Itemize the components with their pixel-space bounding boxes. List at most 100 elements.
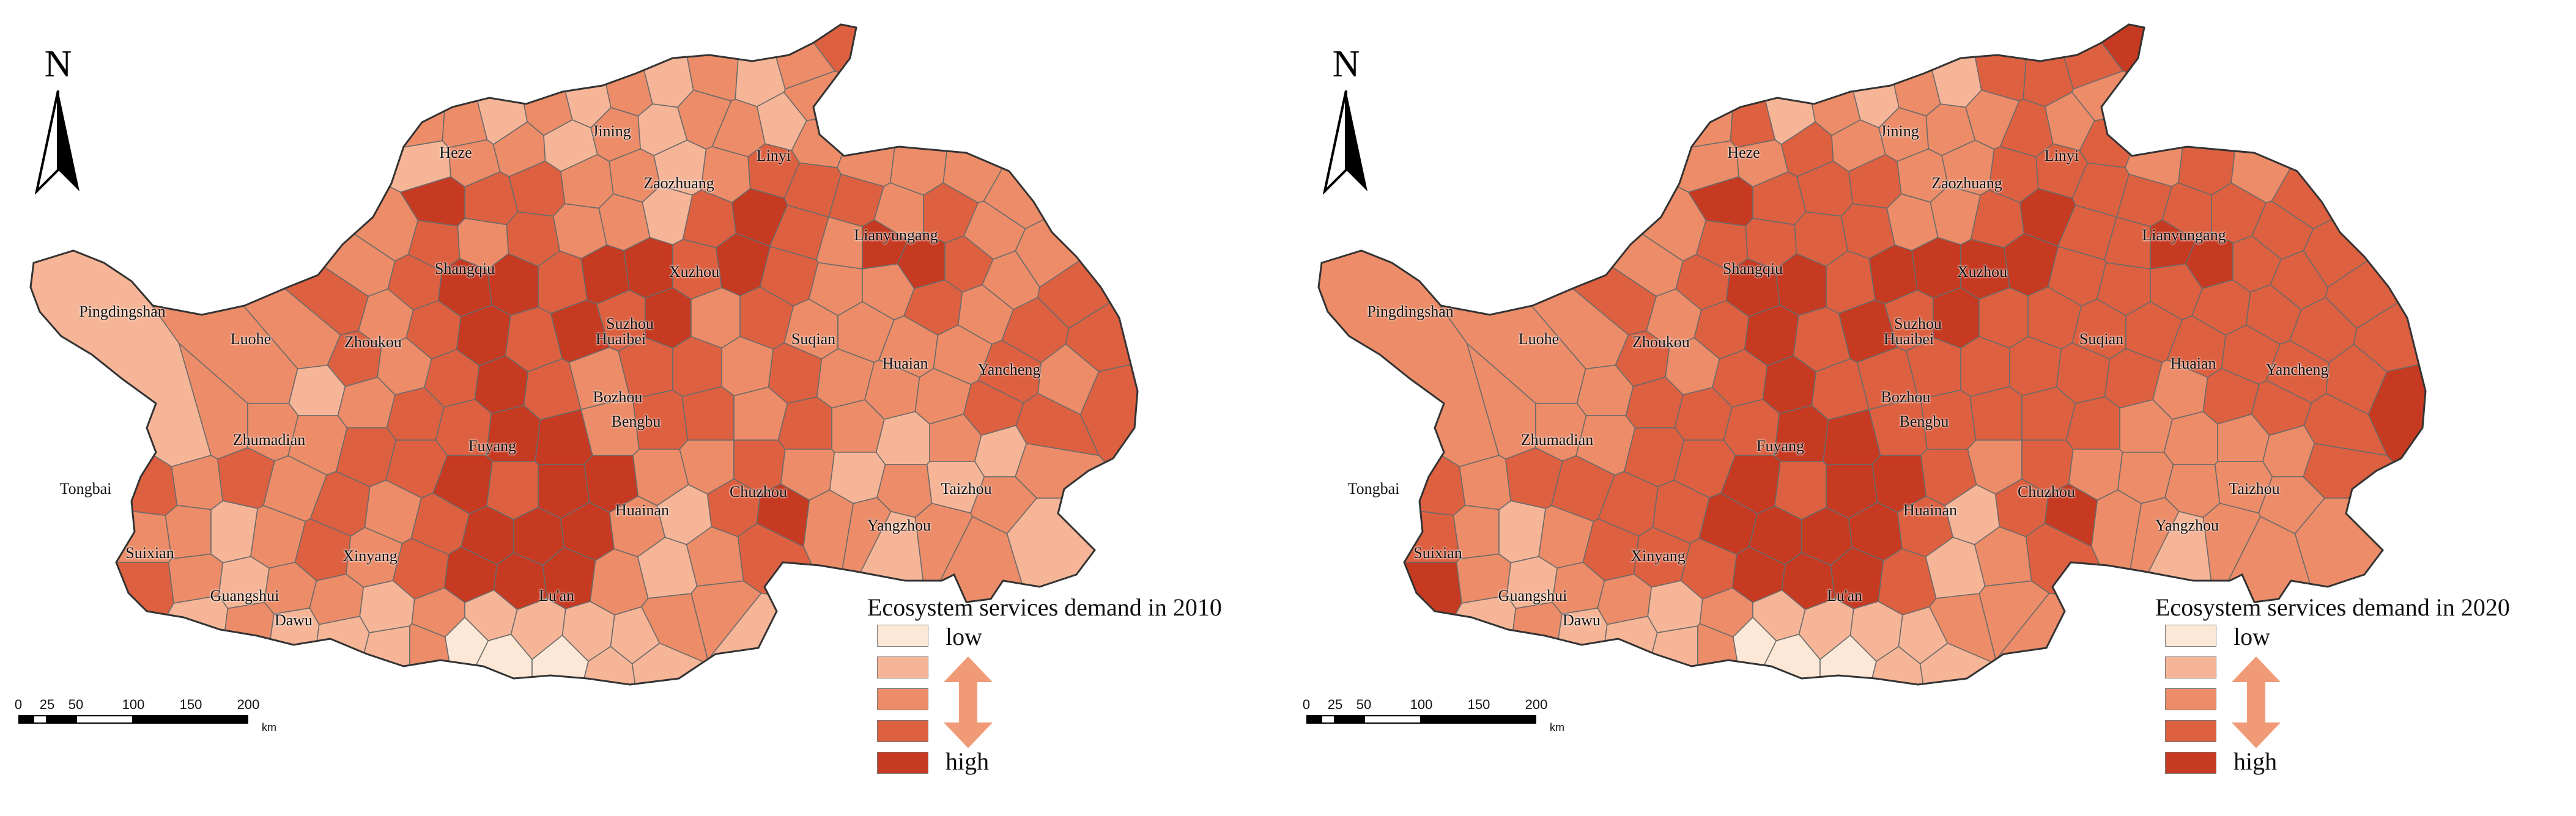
scale-tick-label: 0 (14, 697, 23, 712)
legend-2010: Ecosystem services demand in 2010 low hi… (867, 593, 1283, 807)
scale-tick-label: 200 (1525, 697, 1548, 712)
city-label: Fuyang (468, 437, 516, 455)
north-arrow: N (24, 43, 92, 196)
legend-swatch (2165, 625, 2216, 647)
city-label: Fuyang (1756, 437, 1804, 455)
city-label: Bozhou (1881, 388, 1931, 406)
city-label: Huaibei (1883, 330, 1934, 348)
city-label: Huaian (882, 355, 928, 372)
map-panel-2010: N Heze Jining Zaozhuang Linyi Lianyungang Xuz… (14, 23, 1283, 807)
county-region (1457, 111, 1707, 262)
county-region (31, 562, 174, 685)
scale-unit-label: km (1550, 721, 1564, 733)
scale-segment (1421, 715, 1536, 724)
city-label: Xuzhou (1956, 263, 2008, 281)
county-region (631, 642, 756, 685)
city-label: Suzhou (606, 315, 654, 333)
double-arrow-icon (944, 656, 993, 748)
county-region (1969, 386, 2023, 441)
city-label: Yancheng (977, 361, 1041, 378)
scale-tick-label: 25 (39, 697, 55, 712)
legend-swatch (2165, 720, 2216, 742)
scale-segment (33, 715, 47, 724)
city-label: Heze (439, 144, 472, 161)
scale-tick-label: 50 (68, 697, 84, 712)
city-label: Heze (1727, 144, 1760, 161)
city-label: Tongbai (59, 480, 112, 498)
county-region (2230, 24, 2388, 204)
north-label: N (44, 43, 72, 85)
scale-tick-label: 25 (1327, 697, 1343, 712)
county-region (2163, 411, 2218, 465)
north-label: N (1332, 43, 1360, 85)
county-region (549, 645, 655, 685)
city-label: Guangshui (210, 587, 279, 605)
choropleth-map-2010 (29, 23, 1139, 686)
scale-unit-label: km (262, 721, 276, 733)
city-label: Bozhou (593, 388, 643, 406)
county-region (2271, 24, 2426, 230)
scale-segment (18, 715, 33, 724)
study-area-boundary (29, 23, 1139, 686)
city-label: Zaozhuang (643, 174, 714, 192)
city-label: Lu'an (538, 587, 575, 605)
county-region (983, 24, 1138, 230)
city-label: Xinyang (342, 547, 398, 565)
city-label: Jining (1880, 122, 1919, 140)
choropleth-map-2020 (1317, 23, 2427, 686)
legend-swatch (2165, 688, 2216, 710)
north-arrow: N (1312, 43, 1380, 196)
city-label: Pingdingshan (1367, 303, 1454, 320)
legend-swatch (877, 625, 928, 647)
city-label: Bengbu (1899, 413, 1949, 430)
scale-segment (76, 715, 133, 724)
city-label: Suqian (2079, 330, 2124, 348)
scale-segment (1335, 715, 1364, 724)
legend-swatch (2165, 656, 2216, 678)
scale-segment (1306, 715, 1321, 724)
county-region (2367, 343, 2426, 546)
county-region (2023, 24, 2074, 108)
city-label: Shangqiu (434, 260, 495, 278)
legend-2020: Ecosystem services demand in 2020 low hi… (2155, 593, 2571, 807)
city-label: Suixian (1413, 544, 1462, 562)
legend-title: Ecosystem services demand in 2020 (2155, 594, 2510, 621)
county-region (531, 634, 589, 685)
legend-high-label: high (946, 748, 990, 775)
county-region (2303, 129, 2426, 289)
legend-swatch (877, 752, 928, 774)
scale-tick-label: 100 (122, 697, 145, 712)
county-region (942, 24, 1100, 204)
county-region (1819, 634, 1877, 685)
county-region (623, 237, 673, 299)
city-label: Jining (592, 122, 631, 140)
legend-low-label: low (2234, 623, 2270, 650)
county-region (1911, 237, 1961, 299)
city-label: Chuzhou (2018, 483, 2075, 501)
north-arrow-icon (34, 90, 80, 194)
county-region (672, 336, 722, 397)
city-label: Xuzhou (668, 263, 720, 281)
city-label: Zhoukou (344, 333, 402, 351)
county-region (169, 111, 419, 262)
double-arrow-icon (2232, 656, 2281, 748)
city-label: Huaibei (595, 330, 646, 348)
scale-segment (1364, 715, 1421, 724)
scale-tick-label: 0 (1302, 697, 1311, 712)
city-label: Huaian (2170, 355, 2216, 372)
city-label: Suqian (791, 330, 836, 348)
county-region (2303, 443, 2426, 499)
city-label: Dawu (274, 611, 313, 629)
city-label: Huainan (1903, 501, 1958, 519)
city-label: Guangshui (1498, 587, 1567, 605)
scale-segment (1321, 715, 1335, 724)
county-region (1015, 443, 1138, 499)
city-label: Linyi (756, 147, 791, 164)
scale-segment (47, 715, 76, 724)
study-area-boundary (1317, 23, 2427, 686)
city-label: Taizhou (941, 480, 992, 498)
county-region (1837, 645, 1943, 685)
city-label: Zhumadian (232, 431, 306, 449)
city-label: Linyi (2044, 147, 2079, 164)
scale-bar: 0 25 50 100 150 200 km (14, 697, 287, 746)
